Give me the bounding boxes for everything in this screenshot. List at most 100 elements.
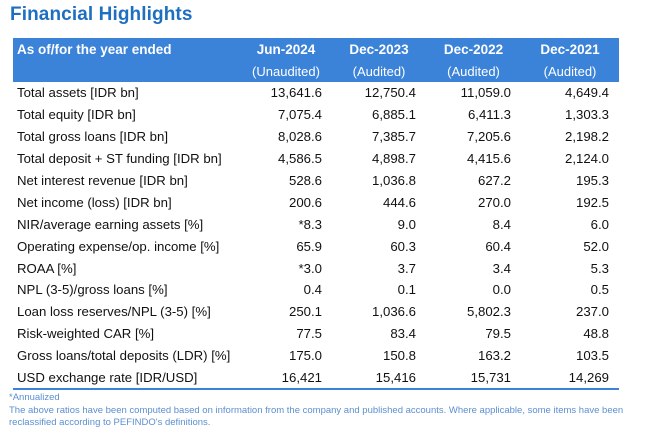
row-value: 103.5	[575, 348, 609, 364]
row-value: 1,036.8	[372, 173, 416, 188]
row-value: 79.5	[485, 326, 511, 342]
row-value: 175.0	[288, 348, 322, 364]
row-label: Total deposit + ST funding [IDR bn]	[17, 151, 222, 167]
table-row: NPL (3-5)/gross loans [%] 0.4 0.1 0.0 0.5	[13, 279, 619, 301]
table-row: Total deposit + ST funding [IDR bn] 4,586…	[13, 148, 619, 170]
row-label: NPL (3-5)/gross loans [%]	[17, 282, 168, 298]
row-value: 200.6	[288, 194, 322, 210]
row-value: 5,802.3	[467, 304, 511, 320]
table-row: Operating expense/op. income [%] 65.9 60.3…	[13, 235, 619, 257]
row-value: 0.4	[303, 282, 322, 298]
row-label: Net income (loss) [IDR bn]	[17, 194, 172, 210]
row-value: 4,649.4	[565, 85, 609, 101]
row-value: 250.1	[288, 304, 322, 320]
table-row: Net interest revenue [IDR bn] 528.6 1,036.…	[13, 170, 619, 192]
row-value: 11,059.0	[460, 85, 511, 101]
row-value: *8.3	[298, 216, 322, 232]
row-value: 60.3	[390, 238, 416, 254]
header-status: (Audited)	[332, 61, 426, 82]
financial-highlights-table: As of/for the year ended Jun-2024 Dec-20…	[13, 38, 619, 391]
row-value: 528.6	[288, 173, 322, 188]
row-value: 16,421	[240, 366, 332, 391]
row-label: ROAA [%]	[17, 260, 77, 276]
header-period: Dec-2023	[332, 38, 426, 61]
table-row: Total gross loans [IDR bn] 8,028.6 7,385.7…	[13, 126, 619, 148]
row-label: Total equity [IDR bn]	[17, 107, 136, 123]
row-value: 0.5	[590, 282, 609, 298]
row-value: 192.5	[575, 194, 609, 210]
page-title: Financial Highlights	[10, 4, 193, 25]
row-value: 270.0	[477, 194, 511, 210]
row-value: 237.0	[575, 304, 609, 320]
header-period: Dec-2021	[521, 38, 619, 61]
row-value: 150.8	[382, 348, 416, 364]
row-label: Total gross loans [IDR bn]	[17, 129, 168, 145]
row-value: 8.4	[492, 216, 511, 232]
row-value: 83.4	[390, 326, 416, 342]
row-value: 65.9	[296, 238, 322, 254]
row-value: 9.0	[397, 216, 416, 232]
table-header: As of/for the year ended Jun-2024 Dec-20…	[13, 38, 619, 82]
row-value: 7,075.4	[278, 107, 322, 123]
row-value: 444.6	[382, 194, 416, 210]
table-body: Total assets [IDR bn] 13,641.6 12,750.4 11,…	[13, 82, 619, 391]
row-value: 12,750.4	[364, 85, 416, 101]
row-value: 627.2	[477, 173, 511, 188]
row-value: 6,885.1	[372, 107, 416, 123]
row-value: 4,415.6	[467, 151, 511, 167]
row-label: Gross loans/total deposits (LDR) [%]	[17, 348, 231, 364]
row-value: 3.4	[492, 260, 511, 276]
row-value: 195.3	[575, 173, 609, 188]
row-value: 15,416	[332, 366, 426, 391]
table-row: ROAA [%] *3.0 3.7 3.4 5.3	[13, 257, 619, 279]
row-label: Net interest revenue [IDR bn]	[17, 173, 188, 188]
table-row: Total equity [IDR bn] 7,075.4 6,885.1 6,411…	[13, 104, 619, 126]
row-label: Total assets [IDR bn]	[17, 85, 139, 101]
row-label: NIR/average earning assets [%]	[17, 216, 204, 232]
footnote-note: The above ratios have been computed base…	[9, 405, 624, 428]
row-value: 3.7	[397, 260, 416, 276]
table-row: Risk-weighted CAR [%] 77.5 83.4 79.5 48.8	[13, 323, 619, 345]
row-label: Risk-weighted CAR [%]	[17, 326, 155, 342]
row-value: 48.8	[583, 326, 609, 342]
row-value: 0.0	[492, 282, 511, 298]
row-value: 15,731	[426, 366, 521, 391]
row-value: 60.4	[485, 238, 511, 254]
header-status: (Unaudited)	[240, 61, 332, 82]
header-status: (Audited)	[426, 61, 521, 82]
table-row: Net income (loss) [IDR bn] 200.6 444.6 270.…	[13, 191, 619, 213]
row-label: Operating expense/op. income [%]	[17, 238, 220, 254]
header-period: Jun-2024	[240, 38, 332, 61]
header-row-periods: As of/for the year ended Jun-2024 Dec-20…	[13, 38, 619, 61]
header-blank	[13, 61, 240, 82]
table-row: NIR/average earning assets [%] *8.3 9.0 8.4…	[13, 213, 619, 235]
row-value: 2,198.2	[565, 129, 609, 145]
row-value: 4,898.7	[372, 151, 416, 167]
row-value: 1,036.6	[372, 304, 416, 320]
row-value: 77.5	[296, 326, 322, 342]
row-value: 2,124.0	[565, 151, 609, 167]
header-period: Dec-2022	[426, 38, 521, 61]
table-row: Total assets [IDR bn] 13,641.6 12,750.4 11,…	[13, 82, 619, 104]
row-value: 7,205.6	[467, 129, 511, 145]
row-value: 0.1	[397, 282, 416, 298]
row-value: 7,385.7	[372, 129, 416, 145]
row-value: 4,586.5	[278, 151, 322, 167]
row-label: USD exchange rate [IDR/USD]	[13, 366, 240, 391]
header-status: (Audited)	[521, 61, 619, 82]
footnote-annualized: *Annualized	[9, 392, 60, 403]
table-row: Loan loss reserves/NPL (3-5) [%] 250.1 1,0…	[13, 301, 619, 323]
row-value: 6,411.3	[467, 107, 511, 123]
row-value: 14,269	[521, 366, 619, 391]
header-label: As of/for the year ended	[13, 38, 240, 61]
table-row: Gross loans/total deposits (LDR) [%] 175.…	[13, 345, 619, 367]
header-row-status: (Unaudited) (Audited) (Audited) (Audited…	[13, 61, 619, 82]
row-value: *3.0	[298, 260, 322, 276]
row-value: 5.3	[590, 260, 609, 276]
table-row: USD exchange rate [IDR/USD] 16,421 15,416 1…	[13, 366, 619, 391]
row-value: 1,303.3	[565, 107, 609, 123]
row-value: 13,641.6	[270, 85, 322, 101]
row-value: 6.0	[590, 216, 609, 232]
row-label: Loan loss reserves/NPL (3-5) [%]	[17, 304, 211, 320]
row-value: 52.0	[583, 238, 609, 254]
